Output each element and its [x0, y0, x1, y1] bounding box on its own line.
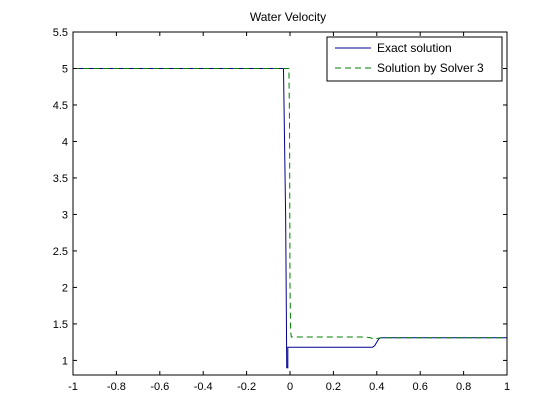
y-tick-label: 1.5 — [53, 319, 68, 331]
y-tick-label: 3 — [62, 209, 68, 221]
x-tick-label: -0.4 — [194, 381, 213, 393]
x-tick-label: 1 — [504, 381, 510, 393]
ticks-layer: -1 -0.8 -0.6 -0.4 -0.2 0 0.2 0.4 0.6 0.8 1 1 1.5 2 2.5… — [53, 27, 510, 393]
x-tick-label: -0.2 — [237, 381, 256, 393]
legend-label: Solution by Solver 3 — [377, 61, 484, 75]
x-tick-label: -0.6 — [150, 381, 169, 393]
y-tick-label: 4.5 — [53, 100, 68, 112]
x-tick-label: 0 — [287, 381, 293, 393]
x-tick-label: 0.2 — [326, 381, 341, 393]
series-line-solution-by-solver-3 — [73, 67, 507, 340]
y-tick-label: 5 — [62, 63, 68, 75]
y-tick-label: 5.5 — [53, 27, 68, 39]
x-tick-label: 0.6 — [413, 381, 428, 393]
x-tick-label: -1 — [68, 381, 78, 393]
y-tick-label: 2 — [62, 282, 68, 294]
legend-label: Exact solution — [377, 41, 452, 55]
series-line-exact-solution — [73, 67, 507, 369]
legend: Exact solution Solution by Solver 3 — [326, 36, 503, 82]
chart-title: Water Velocity — [250, 10, 326, 24]
y-tick-label: 4 — [62, 136, 68, 148]
x-tick-label: -0.8 — [107, 381, 126, 393]
x-tick-label: 0.8 — [456, 381, 471, 393]
series-layer — [73, 67, 507, 369]
y-tick-label: 1 — [62, 355, 68, 367]
y-tick-label: 2.5 — [53, 246, 68, 258]
y-tick-label: 3.5 — [53, 173, 68, 185]
legend-box — [326, 36, 503, 82]
x-tick-label: 0.4 — [369, 381, 384, 393]
